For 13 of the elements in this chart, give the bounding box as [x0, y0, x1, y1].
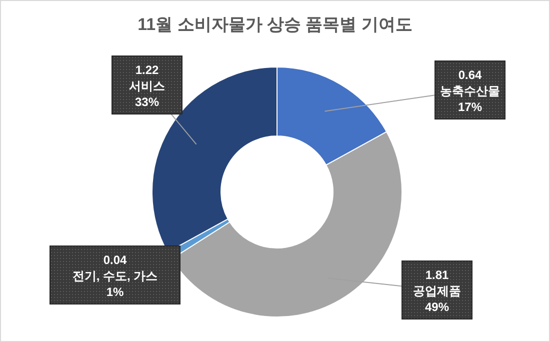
data-label: 33% [134, 95, 160, 109]
data-label: 1% [106, 285, 124, 299]
slice-label: 공업제품 [413, 284, 461, 298]
slice-label: 전기, 수도, 가스 [72, 269, 158, 283]
slice-label: 농축수산물 [440, 84, 500, 98]
data-label: 49% [424, 300, 450, 314]
data-label: 17% [458, 100, 482, 114]
slice-label: 서비스 [129, 79, 165, 93]
text: 1.22 [135, 63, 159, 77]
text: 0.64 [458, 68, 482, 82]
text: 1.81 [425, 268, 449, 282]
text: 0.04 [103, 253, 127, 267]
chart-title: 11월 소비자물가 상승 품목별 기여도 [138, 15, 412, 34]
